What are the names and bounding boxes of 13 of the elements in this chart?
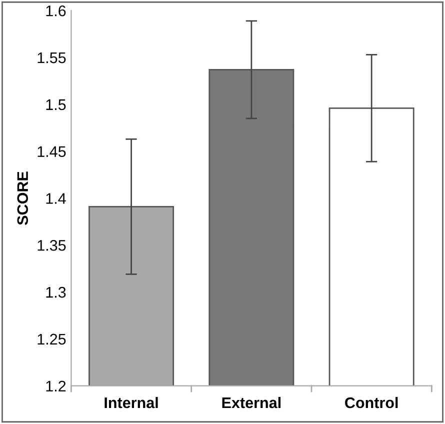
y-tick-label: 1.25 [38,334,66,345]
y-tick-label: 1.6 [46,5,66,16]
x-tick-label: Control [345,396,398,408]
y-tick-label: 1.3 [46,286,66,298]
y-tick-label: 1.2 [46,380,66,392]
y-axis-title: SCORE [17,172,28,225]
x-tick-label: Internal [104,396,158,408]
y-tick-label: 1.55 [38,52,66,64]
y-tick-label: 1.45 [38,146,66,157]
y-tick-label: 1.5 [46,99,66,110]
x-tick-label: External [222,396,280,408]
y-tick-label: 1.35 [38,240,66,251]
y-tick-label: 1.4 [46,193,66,204]
